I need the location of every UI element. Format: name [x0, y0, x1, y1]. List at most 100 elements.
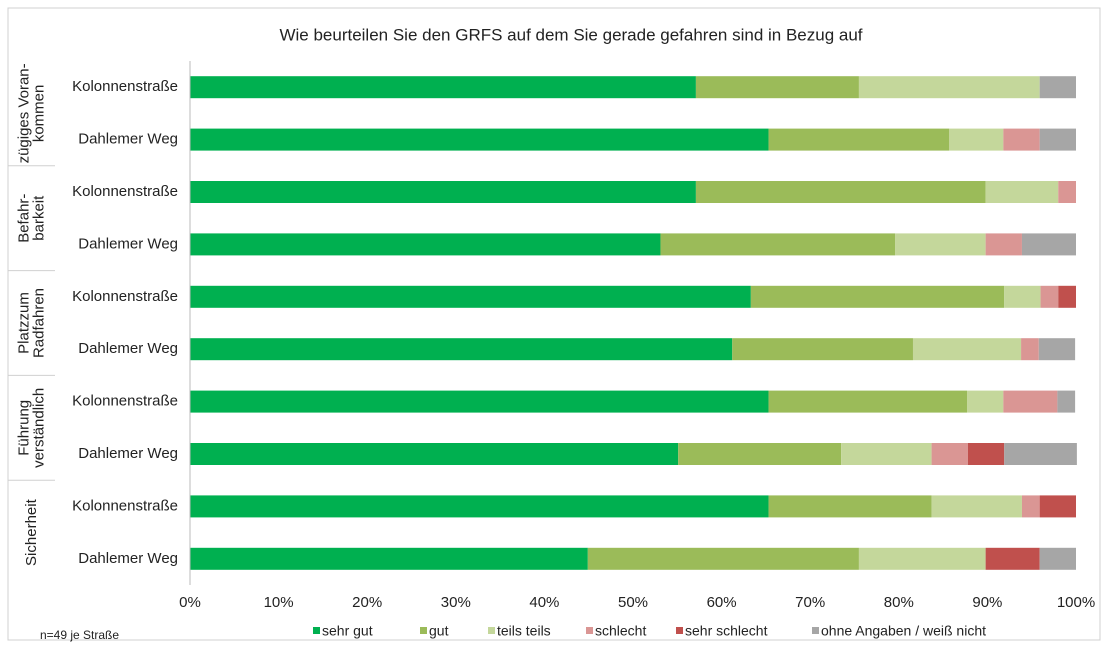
- bar-segment: [1021, 233, 1076, 256]
- group-label: Sicherheit: [23, 498, 40, 566]
- legend-label: sehr schlecht: [685, 623, 768, 639]
- bar-segment: [931, 443, 968, 465]
- group-label-line: Befahr-: [15, 194, 32, 243]
- legend-label: teils teils: [497, 623, 551, 639]
- x-tick-label: 30%: [441, 594, 471, 611]
- group-label-line: Radfahren: [30, 288, 47, 358]
- bar-segment: [660, 233, 896, 256]
- bar-segment: [1040, 285, 1059, 308]
- bar-segment: [190, 233, 661, 256]
- bar-segment: [1003, 128, 1040, 151]
- legend-label: ohne Angaben / weiß nicht: [821, 623, 986, 639]
- y-tick-label: Kolonnenstraße: [72, 393, 178, 410]
- x-tick-label: 80%: [884, 594, 914, 611]
- bar-segment: [1058, 181, 1076, 203]
- bar-segment: [985, 233, 1022, 256]
- bar-segment: [190, 76, 696, 99]
- bar-segment: [190, 547, 588, 570]
- legend-swatch: [420, 627, 427, 634]
- legend-swatch: [586, 627, 593, 634]
- x-tick-label: 90%: [972, 594, 1002, 611]
- x-tick-label: 50%: [618, 594, 648, 611]
- bar-segment: [895, 233, 986, 256]
- bar-segment: [768, 128, 950, 151]
- y-tick-label: Dahlemer Weg: [78, 445, 178, 462]
- bar-segment: [949, 128, 1004, 151]
- bar-segment: [1057, 390, 1076, 413]
- bar-segment: [190, 285, 751, 308]
- group-label-line: verständlich: [30, 388, 47, 468]
- x-tick-label: 70%: [795, 594, 825, 611]
- bar-segment: [1003, 390, 1058, 413]
- group-label-line: Platzzum: [15, 292, 32, 354]
- bar-segment: [1021, 338, 1039, 361]
- y-tick-label: Kolonnenstraße: [72, 78, 178, 95]
- bar-segment: [967, 390, 1004, 413]
- y-tick-label: Dahlemer Weg: [78, 131, 178, 148]
- x-tick-label: 40%: [529, 594, 559, 611]
- y-tick-label: Kolonnenstraße: [72, 288, 178, 305]
- x-tick-label: 0%: [179, 594, 201, 611]
- group-label-line: kommen: [30, 85, 47, 143]
- bar-segment: [190, 390, 769, 413]
- group-label-line: zügiges Voran-: [15, 63, 32, 163]
- y-tick-label: Dahlemer Weg: [78, 550, 178, 567]
- bar-segment: [1038, 338, 1076, 361]
- x-tick-label: 60%: [707, 594, 737, 611]
- group-label: Führungverständlich: [15, 388, 47, 468]
- bar-segment: [750, 285, 1005, 308]
- bar-segment: [732, 338, 913, 361]
- chart-border: [7, 7, 1101, 641]
- bar-segment: [768, 495, 932, 518]
- legend-label: schlecht: [595, 623, 646, 639]
- bar-segment: [587, 547, 859, 570]
- group-label-line: barkeit: [30, 195, 47, 241]
- y-tick-label: Kolonnenstraße: [72, 497, 178, 514]
- note: n=49 je Straße: [40, 628, 119, 642]
- bar-segment: [190, 495, 769, 518]
- bar-segment: [1004, 443, 1077, 465]
- bar-segment: [1004, 285, 1041, 308]
- chart-title: Wie beurteilen Sie den GRFS auf dem Sie …: [279, 25, 862, 44]
- x-tick-label: 10%: [264, 594, 294, 611]
- y-tick-label: Dahlemer Weg: [78, 235, 178, 252]
- bar-segment: [931, 495, 1022, 518]
- bar-segment: [985, 181, 1059, 203]
- bar-segment: [858, 547, 986, 570]
- group-label: zügiges Voran-kommen: [15, 63, 47, 163]
- legend-label: sehr gut: [322, 623, 373, 639]
- bar-segment: [695, 76, 859, 99]
- y-tick-label: Dahlemer Weg: [78, 340, 178, 357]
- bar-segment: [190, 128, 769, 151]
- group-label: PlatzzumRadfahren: [15, 288, 47, 358]
- x-tick-label: 100%: [1057, 594, 1095, 611]
- legend-swatch: [812, 627, 819, 634]
- legend-swatch: [488, 627, 495, 634]
- legend-swatch: [676, 627, 683, 634]
- bar-segment: [678, 443, 842, 465]
- bar-segment: [858, 76, 1040, 99]
- bar-segment: [1039, 547, 1076, 570]
- bar-segment: [1058, 285, 1076, 308]
- bar-segment: [190, 443, 679, 465]
- bar-segment: [1039, 128, 1076, 151]
- y-tick-label: Kolonnenstraße: [72, 183, 178, 200]
- bar-segment: [841, 443, 932, 465]
- group-label-line: Sicherheit: [23, 498, 40, 566]
- legend-label: gut: [429, 623, 449, 639]
- bar-segment: [912, 338, 1022, 361]
- bar-segment: [190, 338, 733, 361]
- bar-segment: [768, 390, 968, 413]
- bar-segment: [1021, 495, 1040, 518]
- bar-segment: [695, 181, 986, 203]
- bar-segment: [1039, 76, 1076, 99]
- bar-segment: [985, 547, 1040, 570]
- x-tick-label: 20%: [352, 594, 382, 611]
- legend-swatch: [313, 627, 320, 634]
- bar-segment: [190, 181, 696, 203]
- bar-segment: [1039, 495, 1076, 518]
- group-label: Befahr-barkeit: [15, 194, 47, 243]
- bar-segment: [967, 443, 1005, 465]
